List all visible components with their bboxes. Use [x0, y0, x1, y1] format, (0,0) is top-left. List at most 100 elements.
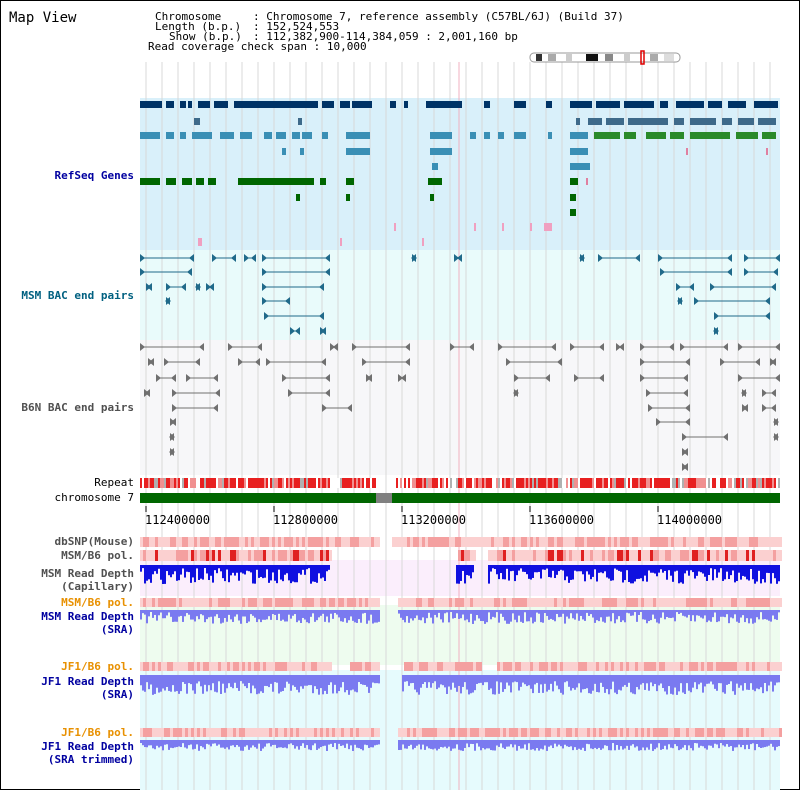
polymorphism-cell	[299, 550, 302, 561]
polymorphism-cell	[197, 662, 200, 671]
read-depth-bar	[528, 610, 530, 622]
read-depth-bar	[184, 565, 186, 578]
track-label-jf1-b6-pol-1[interactable]: JF1/B6 pol.	[61, 660, 134, 673]
track-label-msm-b6-pol-2[interactable]: MSM/B6 pol.	[61, 596, 134, 609]
repeat-block	[372, 478, 374, 488]
polymorphism-cell	[194, 662, 197, 671]
repeat-block	[348, 478, 350, 488]
track-label-jf1-depth-sra[interactable]: JF1 Read Depth	[41, 675, 134, 688]
read-depth-bar	[272, 565, 274, 573]
read-depth-bar	[678, 565, 680, 584]
polymorphism-cell	[764, 662, 767, 671]
track-label-refseq[interactable]: RefSeq Genes	[54, 169, 134, 182]
repeat-block	[164, 478, 166, 488]
read-depth-bar	[210, 610, 212, 617]
polymorphism-cell	[425, 537, 428, 547]
read-depth-bar	[730, 610, 732, 618]
read-depth-bar	[738, 565, 740, 573]
read-depth-bar	[238, 740, 240, 747]
polymorphism-cell	[206, 598, 209, 607]
polymorphism-cell	[668, 550, 671, 561]
track-label-msm-depth-cap[interactable]: MSM Read Depth	[41, 567, 134, 580]
gene-feature	[140, 178, 160, 185]
polymorphism-cell	[260, 537, 263, 547]
read-depth-bar	[570, 675, 572, 691]
chromosome-value: Chromosome 7, reference assembly (C57BL/…	[266, 10, 624, 23]
read-depth-bar	[414, 675, 416, 690]
polymorphism-cell	[287, 550, 290, 561]
read-depth-bar	[648, 565, 650, 571]
read-depth-bar	[364, 740, 366, 745]
track-label-dbsnp[interactable]: dbSNP(Mouse)	[54, 535, 134, 548]
repeat-block	[688, 478, 690, 488]
repeat-block	[426, 478, 428, 488]
read-depth-bar	[170, 565, 172, 578]
read-depth-bar	[364, 675, 366, 686]
polymorphism-cell	[293, 598, 296, 607]
track-label-msm-bac[interactable]: MSM BAC end pairs	[21, 289, 134, 302]
track-label-msm-depth-sra[interactable]: MSM Read Depth	[41, 610, 134, 623]
read-depth-bar	[398, 610, 400, 614]
read-depth-bar	[526, 610, 528, 622]
polymorphism-cell	[566, 550, 569, 561]
read-depth-bar	[524, 610, 526, 613]
track-label-b6n-bac[interactable]: B6N BAC end pairs	[21, 401, 134, 414]
read-depth-bar	[286, 610, 288, 622]
polymorphism-cell	[608, 662, 611, 671]
polymorphism-cell	[518, 728, 521, 737]
read-depth-bar	[310, 740, 312, 751]
read-depth-bar	[778, 565, 780, 582]
repeat-block	[598, 478, 600, 488]
polymorphism-cell	[311, 550, 314, 561]
read-depth-bar	[160, 565, 162, 580]
read-depth-bar	[584, 565, 586, 582]
polymorphism-cell	[236, 598, 239, 607]
read-depth-bar	[318, 565, 320, 574]
track-label-jf1-b6-pol-2[interactable]: JF1/B6 pol.	[61, 726, 134, 739]
polymorphism-cell	[689, 598, 692, 607]
polymorphism-cell	[179, 728, 182, 737]
polymorphism-cell	[569, 728, 572, 737]
polymorphism-cell	[203, 662, 206, 671]
read-depth-bar	[258, 740, 260, 744]
read-depth-bar	[738, 740, 740, 745]
polymorphism-cell	[680, 550, 683, 561]
read-depth-bar	[552, 675, 554, 692]
gene-feature	[390, 101, 396, 108]
polymorphism-cell	[272, 537, 275, 547]
read-depth-bar	[402, 740, 404, 745]
bac-end-marker	[238, 358, 243, 366]
read-depth-bar	[738, 610, 740, 623]
axis-tick-label: 113200000	[401, 513, 467, 527]
bac-end-marker	[266, 358, 271, 366]
polymorphism-cell	[422, 728, 425, 737]
read-depth-bar	[590, 675, 592, 694]
track-label-jf1-depth-trim[interactable]: JF1 Read Depth	[41, 740, 134, 753]
polymorphism-cell	[533, 598, 536, 607]
polymorphism-cell	[530, 728, 533, 737]
polymorphism-cell	[251, 537, 254, 547]
read-depth-bar	[214, 740, 216, 744]
bac-end-marker	[295, 327, 300, 335]
polymorphism-cell	[689, 662, 692, 671]
polymorphism-cell	[623, 598, 626, 607]
read-depth-bar	[578, 610, 580, 621]
polymorphism-cell	[671, 550, 674, 561]
polymorphism-cell	[314, 728, 317, 737]
bac-end-marker	[251, 254, 256, 262]
read-depth-bar	[268, 740, 270, 744]
polymorphism-cell	[479, 537, 482, 547]
track-label-msm-b6-pol-1[interactable]: MSM/B6 pol.	[61, 549, 134, 562]
read-depth-bar	[204, 565, 206, 569]
polymorphism-cell	[143, 550, 146, 561]
polymorphism-cell	[740, 598, 743, 607]
read-depth-bar	[234, 675, 236, 683]
repeat-block	[182, 478, 184, 488]
polymorphism-cell	[182, 550, 185, 561]
polymorphism-cell	[506, 662, 509, 671]
read-depth-bar	[606, 740, 608, 746]
repeat-block	[324, 478, 326, 488]
repeat-block	[152, 478, 154, 488]
polymorphism-cell	[485, 598, 488, 607]
